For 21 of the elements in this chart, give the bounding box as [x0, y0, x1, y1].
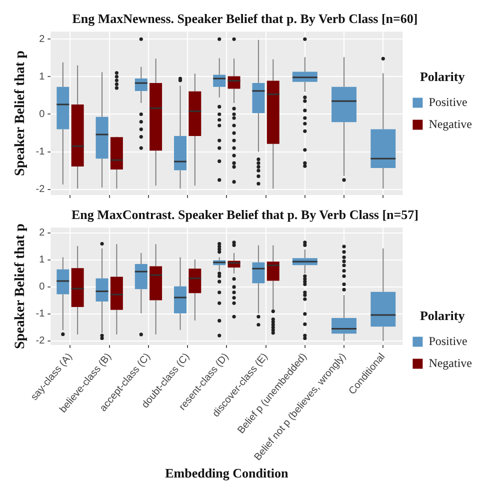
y-tick-label: -1: [36, 308, 46, 320]
legend-label: Negative: [428, 356, 472, 370]
legend-title: Polarity: [420, 69, 466, 84]
y-tick-label: -1: [36, 146, 46, 158]
y-tick-label: 0: [39, 108, 46, 120]
y-tick-label: 2: [39, 34, 46, 45]
y-tick-label: 2: [39, 228, 46, 239]
y-tick-label: -2: [36, 336, 46, 347]
y-tick-label: 1: [39, 254, 46, 266]
y-tick-label: -2: [36, 184, 46, 196]
legend-label: Positive: [428, 334, 468, 348]
y-axis-title: Speaker Belief that p: [13, 223, 28, 349]
chart-title: Eng MaxContrast. Speaker Belief that p. By Verb Class [n=57]: [72, 207, 418, 222]
legend-title: Polarity: [420, 308, 466, 324]
y-tick-label: 1: [39, 71, 46, 82]
y-axis-title: Speaker Belief that p: [13, 50, 28, 176]
legend-label: Negative: [428, 116, 472, 131]
legend-label: Positive: [428, 94, 468, 109]
chart-title: Eng MaxNewness. Speaker Belief that p. By Verb Class [n=60]: [72, 11, 418, 26]
x-axis-title: Embedding Condition: [165, 466, 290, 481]
y-tick-label: 0: [39, 282, 46, 293]
